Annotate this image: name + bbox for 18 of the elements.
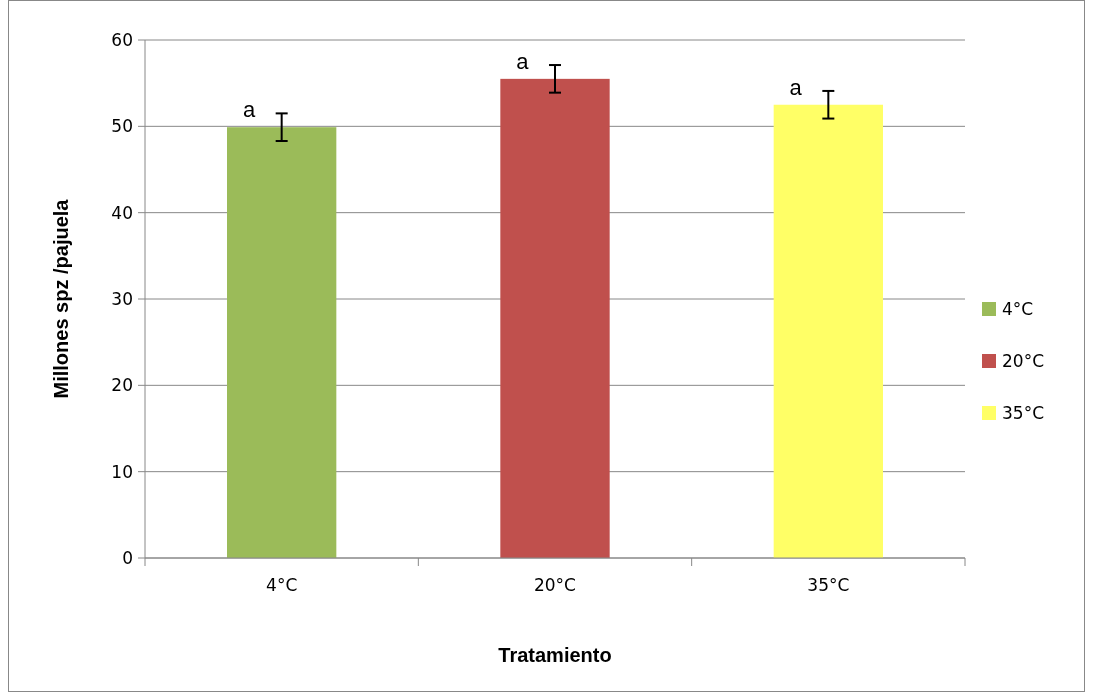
x-tick-label: 35°C: [807, 575, 850, 595]
legend-label: 35°C: [1002, 402, 1045, 423]
x-tick-label: 20°C: [533, 575, 577, 595]
y-tick-label: 0: [122, 547, 133, 568]
annotation: a: [516, 48, 530, 74]
y-tick-label: 30: [111, 288, 133, 309]
y-tick-label: 40: [111, 202, 133, 223]
annotation: a: [242, 97, 256, 123]
y-tick-label: 60: [111, 29, 133, 50]
y-tick-label: 20: [111, 375, 133, 396]
legend-label: 4°C: [1002, 298, 1034, 319]
annotation: a: [789, 74, 803, 100]
y-axis-title: Millones spz /pajuela: [50, 198, 72, 399]
x-axis-title: Tratamiento: [498, 644, 612, 666]
legend-label: 20°C: [1002, 350, 1045, 371]
y-tick-label: 50: [111, 116, 133, 137]
y-tick-label: 10: [111, 461, 133, 482]
x-tick-label: 4°C: [266, 575, 298, 595]
